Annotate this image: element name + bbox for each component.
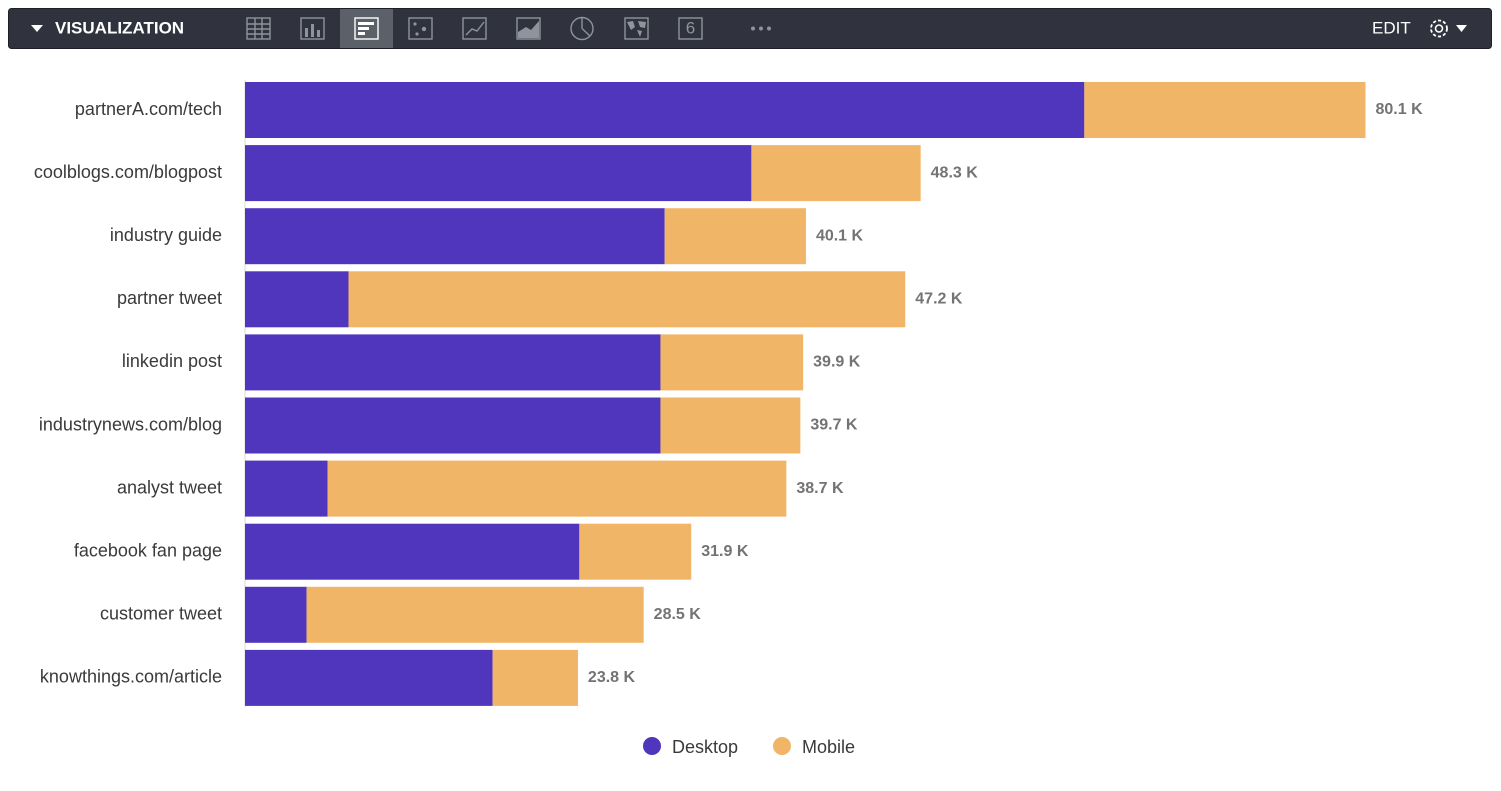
more-icon[interactable] — [751, 26, 771, 31]
single-value-icon[interactable]: 6 — [678, 17, 703, 40]
bar-segment — [245, 82, 1085, 138]
bar-segment — [245, 586, 307, 643]
category-label: partner tweet — [117, 288, 222, 308]
category-label: knowthings.com/article — [40, 667, 222, 687]
total-label: 31.9 K — [701, 543, 749, 560]
bar-icon[interactable] — [354, 17, 379, 40]
bar-segment — [348, 271, 906, 328]
toolbar-title[interactable]: VISUALIZATION — [55, 18, 184, 37]
pie-icon[interactable] — [570, 16, 594, 41]
category-label: partnerA.com/tech — [75, 99, 222, 119]
bar-segment — [579, 523, 692, 580]
total-label: 47.2 K — [915, 291, 963, 308]
total-label: 48.3 K — [931, 164, 979, 181]
table-icon[interactable] — [246, 17, 271, 40]
bar-segment — [245, 460, 328, 517]
total-label: 28.5 K — [654, 606, 702, 623]
total-label: 80.1 K — [1376, 101, 1424, 118]
total-label: 40.1 K — [816, 227, 864, 244]
area-icon[interactable] — [516, 17, 541, 40]
bar-segment — [245, 208, 665, 265]
settings-gear[interactable] — [1430, 19, 1467, 38]
total-label: 39.9 K — [813, 354, 861, 371]
toolbar-bg — [8, 8, 1492, 49]
column-icon[interactable] — [300, 17, 325, 40]
map-icon[interactable] — [624, 17, 649, 40]
bar-segment — [664, 208, 806, 265]
total-label: 23.8 K — [588, 669, 636, 686]
category-label: coolblogs.com/blogpost — [34, 162, 222, 182]
category-label: industry guide — [110, 225, 222, 245]
bar-segment — [492, 649, 578, 706]
bar-segment — [751, 145, 921, 202]
bar-segment — [245, 271, 349, 328]
single-value-text: 6 — [686, 18, 695, 37]
category-label: customer tweet — [100, 604, 222, 624]
legend-label: Desktop — [672, 737, 738, 757]
bar-segment — [245, 334, 661, 391]
bar-segment — [1084, 82, 1366, 138]
category-label: analyst tweet — [117, 477, 222, 497]
legend-label: Mobile — [802, 737, 855, 757]
bar-segment — [327, 460, 787, 517]
legend-swatch — [773, 737, 791, 755]
category-label: linkedin post — [122, 351, 222, 371]
category-label: facebook fan page — [74, 540, 222, 560]
bar-segment — [245, 145, 752, 202]
legend-swatch — [643, 737, 661, 755]
bar-segment — [660, 334, 804, 391]
total-label: 38.7 K — [796, 480, 844, 497]
toolbar: VISUALIZATION 6 EDIT — [8, 8, 1492, 49]
edit-button[interactable]: EDIT — [1372, 18, 1411, 37]
bar-segment — [660, 397, 801, 454]
bar-segment — [245, 649, 493, 706]
line-icon[interactable] — [462, 17, 487, 40]
category-label: industrynews.com/blog — [39, 414, 222, 434]
bar-segment — [245, 523, 580, 580]
total-label: 39.7 K — [810, 417, 858, 434]
bar-segment — [306, 586, 644, 643]
bar-segment — [245, 397, 661, 454]
scatter-icon[interactable] — [408, 17, 433, 40]
collapse-arrow[interactable] — [31, 25, 43, 32]
